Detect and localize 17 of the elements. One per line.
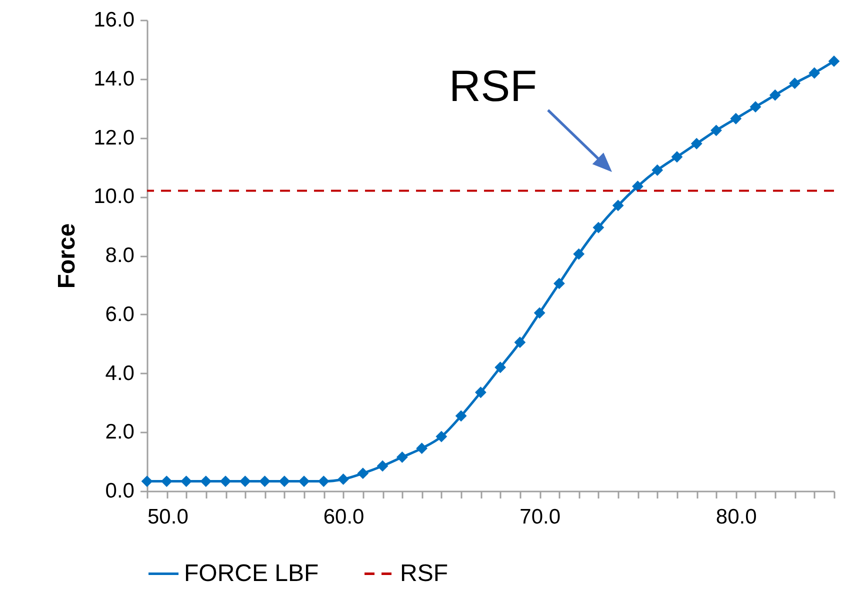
y-axis-title: Force <box>54 223 81 289</box>
x-tick-label: 70.0 <box>520 506 561 528</box>
y-tick-label: 0.0 <box>105 480 134 502</box>
y-tick-label: 2.0 <box>105 420 134 444</box>
y-tick-label: 12.0 <box>94 126 134 150</box>
y-tick-label: 6.0 <box>105 302 134 326</box>
x-tick-label: 60.0 <box>323 506 364 528</box>
y-tick-label: 10.0 <box>94 185 134 208</box>
legend-label: FORCE LBF <box>184 560 319 587</box>
annotation: RSF <box>449 62 537 111</box>
y-tick-label: 4.0 <box>105 362 134 385</box>
x-tick-label: 50.0 <box>148 506 188 528</box>
x-tick-label: 80.0 <box>716 506 757 528</box>
y-tick-label: 14.0 <box>94 67 134 90</box>
legend-label: RSF <box>400 560 448 587</box>
y-tick-label: 8.0 <box>105 244 134 267</box>
y-tick-label: 16.0 <box>94 8 134 32</box>
